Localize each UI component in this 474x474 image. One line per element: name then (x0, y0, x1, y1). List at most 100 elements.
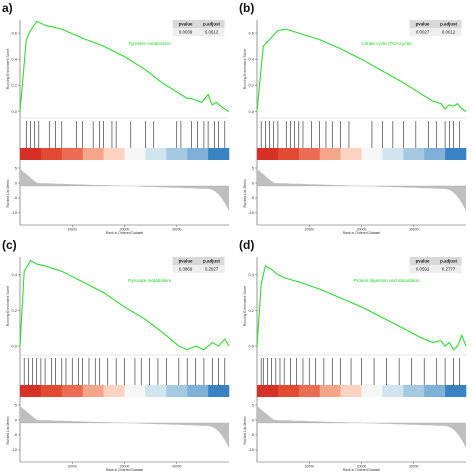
metric-tick-label: -10 (11, 447, 18, 452)
x-tick-label: 10000 (305, 465, 315, 469)
pathway-label: Pyruvate metabolism (128, 278, 171, 283)
es-tick-label: 0.4 (11, 57, 17, 62)
x-tick-label: 20000 (357, 465, 367, 469)
es-curve (256, 28, 467, 112)
stats-table-header (409, 257, 462, 265)
stats-table-body (172, 28, 225, 36)
rank-heat-segment (424, 385, 446, 397)
metric-tick-label: 5 (15, 165, 18, 170)
metric-axis-title: Ranked List Metric (6, 179, 10, 207)
metric-tick-label: 5 (252, 402, 255, 407)
ranked-metric-area (257, 168, 466, 211)
pvalue-header: pvalue (416, 259, 430, 264)
rank-heat-segment (145, 385, 167, 397)
es-curve (256, 265, 467, 351)
rank-heat-segment (103, 148, 125, 160)
rank-heat-segment (208, 385, 230, 397)
metric-axis-title: Ranked List Metric (243, 179, 247, 207)
metric-axis-title: Ranked List Metric (6, 416, 10, 444)
rank-heat-segment (298, 385, 320, 397)
es-tick-label: 0.0 (11, 109, 17, 114)
gsea-panel-1: a) 0.6 0.4 0.2 0.0 Running Enrichment Score Ty… (2, 1, 230, 235)
es-tick-label: 0.2 (248, 83, 254, 88)
padjust-header: p.adjust (203, 22, 220, 27)
rank-heat-segment (166, 385, 188, 397)
ranked-metric-area (257, 405, 466, 448)
padjust-value: 0.2777 (442, 267, 456, 272)
pathway-label: Tyrosine metabolism (129, 41, 171, 46)
rank-heat-segment (40, 385, 63, 397)
padjust-header: p.adjust (440, 22, 457, 27)
rank-heat-segment (145, 148, 167, 160)
x-tick-label: 20000 (357, 228, 367, 232)
es-axis-title: Running Enrichment Score (243, 286, 247, 327)
pvalue-value: 0.3869 (179, 267, 193, 272)
pvalue-header: pvalue (179, 22, 193, 27)
x-tick-label: 20000 (120, 465, 130, 469)
rank-heat-segment (277, 148, 300, 160)
rank-heat-segment (124, 148, 146, 160)
metric-tick-label: 0 (15, 417, 18, 422)
es-tick-label: 0.0 (248, 343, 254, 348)
rank-heat-segment (103, 385, 125, 397)
stats-table-body (409, 28, 462, 36)
es-axis-title: Running Enrichment Score (6, 49, 10, 90)
gsea-panel-3: (c) 0.4 0.2 0.0 Running Enrichment Score Pyru… (2, 238, 230, 472)
pvalue-header: pvalue (179, 259, 193, 264)
es-tick-label: 0.0 (11, 343, 17, 348)
stats-table-body (172, 265, 225, 273)
pvalue-value: 0.0591 (416, 267, 430, 272)
padjust-value: 0.2927 (205, 267, 219, 272)
padjust-header: p.adjust (440, 259, 457, 264)
es-tick-label: 0.2 (11, 308, 17, 313)
rank-heat-segment (208, 148, 230, 160)
es-axis-title: Running Enrichment Score (243, 49, 247, 90)
rank-heat-segment (340, 385, 362, 397)
es-tick-label: 0.4 (248, 272, 254, 277)
es-tick-label: 0.4 (248, 57, 254, 62)
rank-heat-segment (257, 385, 279, 397)
rank-heat-segment (187, 385, 209, 397)
x-tick-label: 30000 (409, 228, 419, 232)
metric-tick-label: -5 (250, 195, 254, 200)
es-tick-label: 0.6 (11, 30, 17, 35)
es-tick-label: 0.4 (11, 272, 17, 277)
pathway-label: Protein digestion and absorption (354, 278, 420, 283)
rank-heat-segment (61, 385, 83, 397)
metric-tick-label: -10 (248, 447, 255, 452)
rank-heat-segment (319, 148, 341, 160)
rank-heat-segment (20, 148, 42, 160)
rank-heat-segment (361, 385, 383, 397)
rank-heat-segment (424, 148, 446, 160)
metric-tick-label: -10 (248, 210, 255, 215)
panel-label: (b) (239, 1, 254, 15)
metric-tick-label: -10 (11, 210, 18, 215)
panel-label: (c) (2, 238, 17, 252)
es-curve (19, 20, 230, 112)
metric-tick-label: -5 (13, 432, 17, 437)
rank-heat-segment (82, 385, 104, 397)
rank-heat-segment (403, 385, 425, 397)
padjust-value: 0.0612 (442, 30, 456, 35)
pathway-label: Citrate cycle (TCA cycle) (361, 41, 412, 46)
rank-heat-segment (40, 148, 63, 160)
rank-heat-segment (445, 148, 467, 160)
metric-tick-label: 0 (15, 180, 18, 185)
stats-table-header (172, 257, 225, 265)
rank-heat-segment (319, 385, 341, 397)
pvalue-value: 0.0039 (179, 30, 193, 35)
rank-heat-segment (382, 385, 404, 397)
x-axis-title: Rank in Ordered Dataset (106, 468, 144, 472)
ranked-metric-area (20, 405, 229, 448)
es-axis-title: Running Enrichment Score (6, 286, 10, 327)
rank-heat-segment (124, 385, 146, 397)
x-tick-label: 30000 (172, 465, 182, 469)
x-tick-label: 30000 (409, 465, 419, 469)
metric-tick-label: -5 (13, 195, 17, 200)
panel-label: a) (2, 1, 13, 15)
rank-heat-segment (61, 148, 83, 160)
padjust-value: 0.0612 (205, 30, 219, 35)
x-tick-label: 10000 (68, 228, 78, 232)
metric-tick-label: -5 (250, 432, 254, 437)
